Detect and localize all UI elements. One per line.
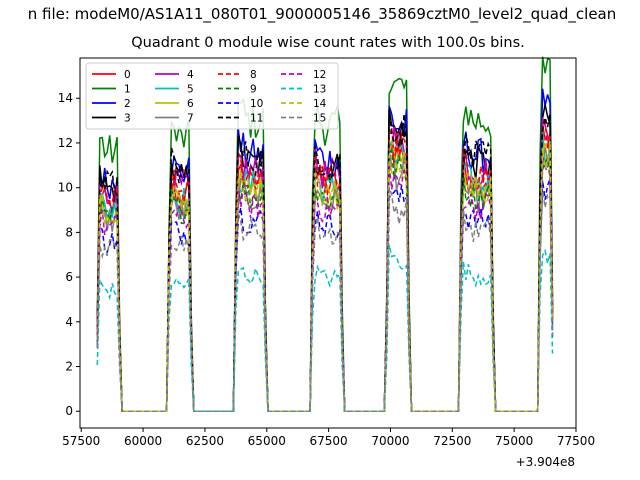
y-tick-label: 10 — [58, 181, 73, 195]
legend-label-8: 8 — [250, 69, 257, 81]
x-tick-label: 60000 — [124, 434, 162, 448]
y-tick-label: 14 — [58, 91, 73, 105]
series-line-14 — [96, 140, 554, 412]
figure-suptitle: n file: modeM0/AS1A11_080T01_9000005146_… — [27, 5, 617, 23]
legend-label-5: 5 — [187, 84, 194, 96]
series-line-6 — [96, 142, 554, 412]
x-tick-label: 77500 — [557, 434, 595, 448]
y-tick-label: 4 — [65, 315, 73, 329]
legend-label-0: 0 — [124, 69, 131, 81]
series-line-7 — [96, 147, 554, 412]
legend-label-15: 15 — [313, 113, 326, 125]
x-tick-label: 57500 — [62, 434, 100, 448]
y-tick-label: 0 — [65, 404, 73, 418]
chart-title: Quadrant 0 module wise count rates with … — [131, 35, 525, 51]
series-line-11 — [96, 110, 554, 412]
x-tick-label: 65000 — [248, 434, 286, 448]
y-tick-label: 8 — [65, 225, 73, 239]
legend-label-4: 4 — [187, 69, 194, 81]
series-line-2 — [96, 88, 554, 412]
x-axis-offset-label: +3.904e8 — [516, 455, 575, 469]
legend-label-14: 14 — [313, 98, 327, 110]
legend-label-6: 6 — [187, 98, 194, 110]
legend-label-2: 2 — [124, 98, 131, 110]
y-tick-label: 2 — [65, 360, 73, 374]
series-line-8 — [96, 120, 554, 412]
legend-label-11: 11 — [250, 113, 263, 125]
x-axis-ticks: 57500 60000 62500 65000 67500 70000 72500 75000… — [62, 428, 595, 448]
series-line-13 — [96, 244, 554, 412]
x-tick-label: 67500 — [310, 434, 348, 448]
y-tick-label: 6 — [65, 270, 73, 284]
legend-label-1: 1 — [124, 84, 131, 96]
legend-label-12: 12 — [313, 69, 326, 81]
legend-box — [85, 62, 339, 130]
x-tick-label: 70000 — [371, 434, 409, 448]
y-tick-label: 12 — [58, 136, 73, 150]
legend-label-13: 13 — [313, 84, 326, 96]
axes-frame — [79, 57, 577, 429]
legend-label-10: 10 — [250, 98, 263, 110]
x-tick-label: 72500 — [433, 434, 471, 448]
series-line-12 — [96, 155, 554, 412]
x-tick-label: 62500 — [186, 434, 224, 448]
legend-label-3: 3 — [124, 113, 131, 125]
x-tick-label: 75000 — [495, 434, 533, 448]
y-axis-ticks: 0 2 4 6 8 10 12 14 — [58, 91, 80, 418]
series-line-15 — [96, 187, 554, 412]
legend-label-7: 7 — [187, 113, 194, 125]
legend-label-9: 9 — [250, 84, 257, 96]
